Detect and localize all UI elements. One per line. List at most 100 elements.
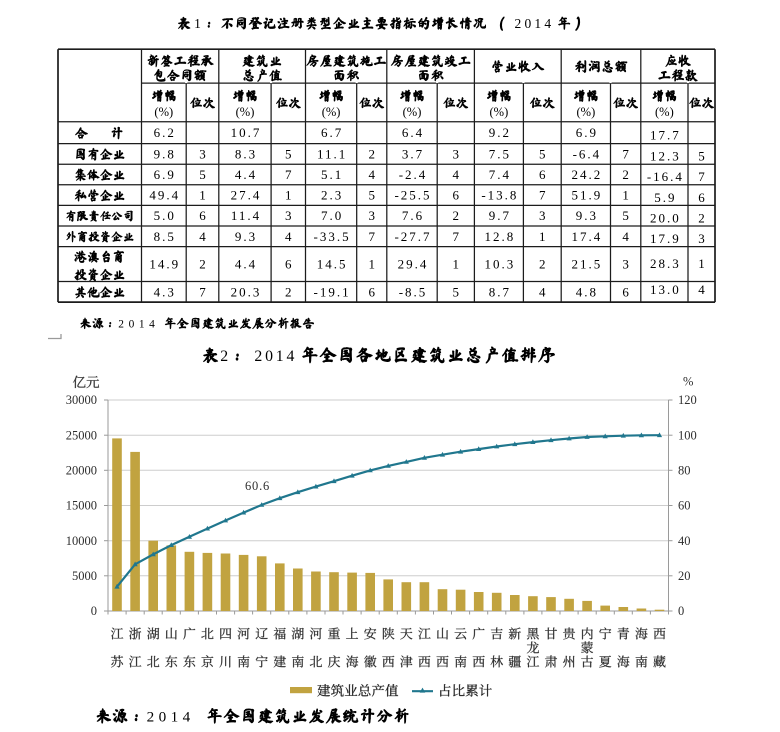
- svg-text:6.4: 6.4: [402, 125, 424, 140]
- svg-text:5: 5: [539, 146, 546, 161]
- svg-text:4: 4: [285, 229, 292, 244]
- svg-text:28.3: 28.3: [650, 256, 681, 271]
- svg-text:-16.4: -16.4: [647, 169, 684, 184]
- svg-text:2: 2: [285, 284, 292, 299]
- svg-text:(%): (%): [490, 105, 509, 119]
- svg-text:9.7: 9.7: [489, 208, 511, 223]
- svg-text:6: 6: [453, 188, 460, 203]
- svg-text:6: 6: [369, 284, 376, 299]
- svg-text:-27.7: -27.7: [394, 229, 431, 244]
- svg-text:17.7: 17.7: [650, 127, 681, 142]
- svg-text:6.9: 6.9: [576, 125, 598, 140]
- svg-text:10.3: 10.3: [485, 257, 516, 272]
- svg-text:6: 6: [199, 208, 206, 223]
- svg-text:15000: 15000: [66, 499, 97, 513]
- svg-text:40: 40: [678, 534, 691, 548]
- svg-text:2: 2: [539, 257, 546, 272]
- svg-text:3.7: 3.7: [402, 146, 424, 161]
- svg-text:7: 7: [698, 169, 705, 184]
- svg-text:9.8: 9.8: [154, 146, 176, 161]
- svg-text:20.3: 20.3: [231, 284, 262, 299]
- svg-text:25000: 25000: [66, 428, 97, 442]
- svg-text:2014: 2014: [515, 16, 555, 31]
- svg-text:4.4: 4.4: [235, 167, 257, 182]
- svg-text:6.2: 6.2: [154, 125, 176, 140]
- svg-text:5: 5: [453, 284, 460, 299]
- svg-text:8.5: 8.5: [154, 229, 176, 244]
- svg-text:6: 6: [285, 257, 292, 272]
- svg-text:7: 7: [285, 167, 292, 182]
- svg-text:(%): (%): [322, 105, 341, 119]
- svg-text:1: 1: [369, 257, 376, 272]
- svg-text:1: 1: [622, 188, 629, 203]
- svg-text:1: 1: [199, 188, 206, 203]
- svg-text:4.4: 4.4: [235, 257, 257, 272]
- svg-text:8.7: 8.7: [489, 284, 511, 299]
- svg-text:49.4: 49.4: [149, 188, 180, 203]
- svg-text:7: 7: [539, 188, 546, 203]
- svg-text:6: 6: [539, 167, 546, 182]
- svg-text:(%): (%): [577, 105, 596, 119]
- svg-text:4: 4: [622, 229, 629, 244]
- svg-text:20.0: 20.0: [650, 210, 681, 225]
- svg-text:17.9: 17.9: [650, 231, 681, 246]
- svg-text:4: 4: [453, 167, 460, 182]
- svg-text:7: 7: [369, 229, 376, 244]
- svg-text:6.7: 6.7: [321, 125, 343, 140]
- svg-text:6: 6: [622, 284, 629, 299]
- svg-text:3: 3: [698, 231, 705, 246]
- svg-text:3: 3: [369, 208, 376, 223]
- svg-text:13.0: 13.0: [650, 282, 681, 297]
- svg-text:5000: 5000: [72, 569, 97, 583]
- svg-text:4: 4: [369, 167, 376, 182]
- svg-text:-33.5: -33.5: [314, 229, 351, 244]
- svg-text:-19.1: -19.1: [314, 284, 351, 299]
- svg-text:21.5: 21.5: [572, 257, 603, 272]
- svg-text:100: 100: [678, 428, 697, 442]
- svg-text:120: 120: [678, 393, 697, 407]
- svg-text:29.4: 29.4: [398, 257, 429, 272]
- svg-text:8.3: 8.3: [235, 146, 257, 161]
- svg-text:4.8: 4.8: [576, 284, 598, 299]
- svg-text:5.0: 5.0: [154, 208, 176, 223]
- svg-text:5: 5: [622, 208, 629, 223]
- svg-text:5: 5: [698, 149, 705, 164]
- svg-text:2: 2: [453, 208, 460, 223]
- svg-text:3: 3: [622, 257, 629, 272]
- svg-text:11.4: 11.4: [231, 208, 261, 223]
- svg-text:9.2: 9.2: [489, 125, 511, 140]
- svg-text:9.3: 9.3: [576, 208, 598, 223]
- svg-text:(%): (%): [236, 105, 255, 119]
- svg-text:1: 1: [453, 257, 460, 272]
- svg-text:1: 1: [698, 256, 705, 271]
- svg-text:2: 2: [622, 167, 629, 182]
- svg-text:11.1: 11.1: [317, 146, 347, 161]
- svg-text:14.5: 14.5: [317, 257, 348, 272]
- svg-text:(%): (%): [403, 105, 422, 119]
- svg-text:1: 1: [539, 229, 546, 244]
- svg-text:2014: 2014: [118, 319, 159, 331]
- svg-text:-13.8: -13.8: [481, 188, 518, 203]
- svg-text:51.9: 51.9: [572, 188, 603, 203]
- svg-text:2: 2: [199, 257, 206, 272]
- svg-text:14.9: 14.9: [149, 257, 180, 272]
- svg-text:10.7: 10.7: [231, 125, 262, 140]
- svg-text:%: %: [683, 375, 693, 389]
- svg-text:12.3: 12.3: [650, 149, 681, 164]
- svg-text:6: 6: [698, 190, 705, 205]
- svg-text:7: 7: [453, 229, 460, 244]
- svg-text:2: 2: [698, 210, 705, 225]
- svg-text:7: 7: [199, 284, 206, 299]
- svg-text:10000: 10000: [66, 534, 97, 548]
- svg-text:2.3: 2.3: [321, 188, 343, 203]
- svg-text:7.4: 7.4: [489, 167, 511, 182]
- svg-text:60: 60: [678, 499, 691, 513]
- svg-text:5: 5: [369, 188, 376, 203]
- svg-text:4: 4: [539, 284, 546, 299]
- svg-text:2014: 2014: [147, 709, 195, 726]
- svg-text:3: 3: [453, 146, 460, 161]
- svg-text:-2.4: -2.4: [399, 167, 428, 182]
- svg-text:2: 2: [369, 146, 376, 161]
- svg-text:7: 7: [622, 146, 629, 161]
- svg-text:0: 0: [91, 604, 97, 618]
